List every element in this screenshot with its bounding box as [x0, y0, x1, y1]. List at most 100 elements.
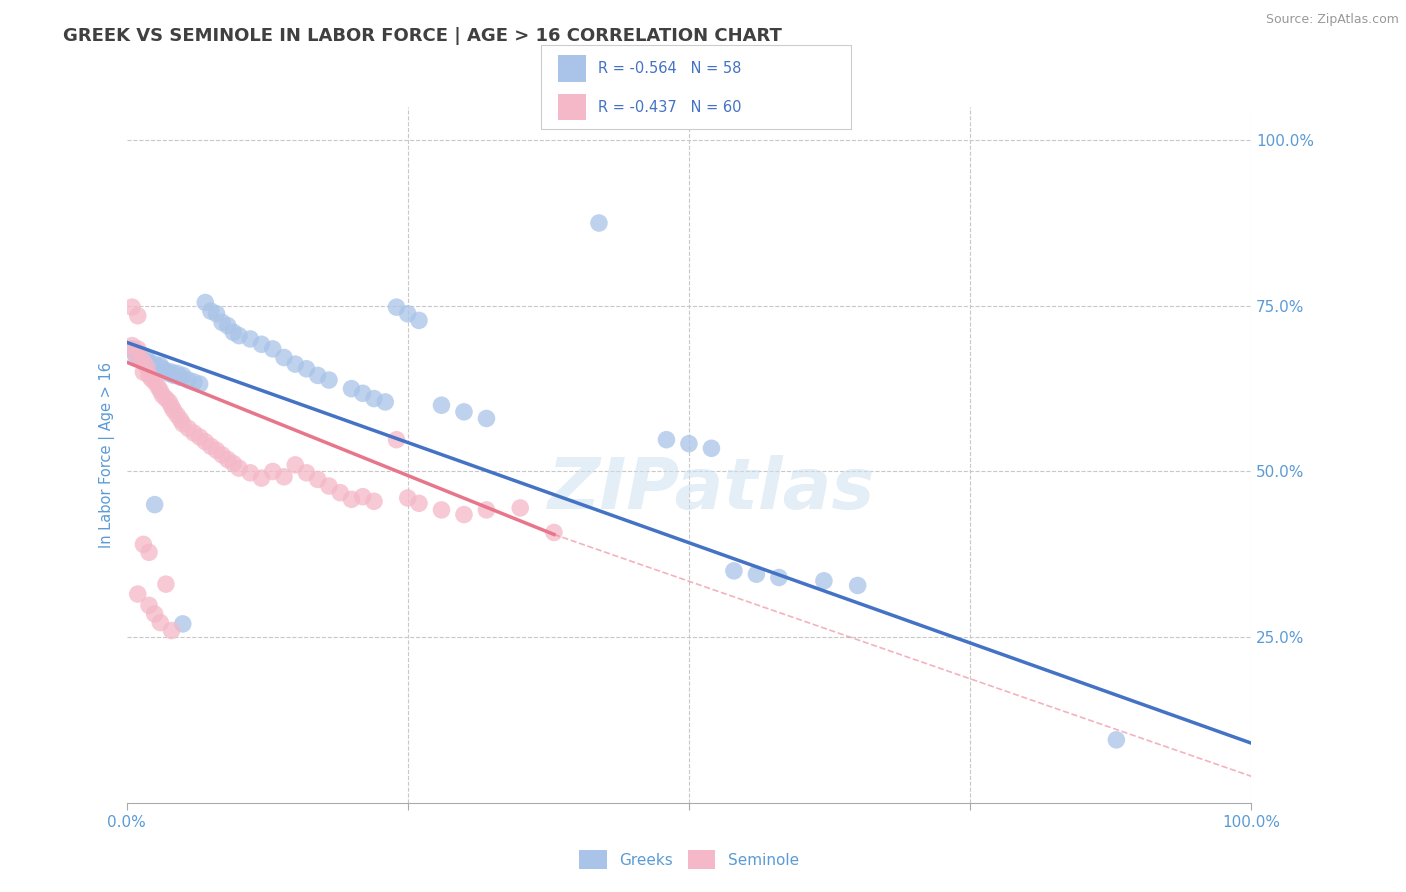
Point	[160, 400, 183, 414]
Point	[166, 408, 188, 422]
Point	[273, 351, 295, 365]
Point	[200, 304, 222, 318]
Point	[129, 351, 152, 365]
Point	[363, 494, 385, 508]
Point	[475, 411, 498, 425]
Point	[183, 375, 205, 389]
Text: ZIPatlas: ZIPatlas	[548, 455, 875, 524]
Point	[177, 373, 200, 387]
Point	[307, 472, 329, 486]
Point	[135, 359, 157, 374]
Text: R = -0.437   N = 60: R = -0.437 N = 60	[598, 100, 741, 114]
Point	[132, 365, 155, 379]
Point	[340, 382, 363, 396]
Point	[408, 496, 430, 510]
Point	[135, 351, 157, 366]
Point	[160, 365, 183, 379]
Point	[385, 300, 408, 314]
Text: GREEK VS SEMINOLE IN LABOR FORCE | AGE > 16 CORRELATION CHART: GREEK VS SEMINOLE IN LABOR FORCE | AGE >…	[63, 27, 782, 45]
Point	[374, 395, 396, 409]
Point	[655, 433, 678, 447]
Point	[169, 413, 191, 427]
Point	[222, 326, 245, 340]
Point	[129, 351, 152, 365]
Point	[284, 357, 307, 371]
Point	[127, 587, 149, 601]
Point	[194, 295, 217, 310]
Point	[250, 471, 273, 485]
Point	[205, 307, 228, 321]
Point	[239, 332, 262, 346]
Point	[160, 624, 183, 638]
Y-axis label: In Labor Force | Age > 16: In Labor Force | Age > 16	[100, 362, 115, 548]
Point	[239, 466, 262, 480]
Point	[152, 361, 174, 376]
Point	[138, 368, 160, 383]
Point	[329, 485, 352, 500]
Point	[318, 479, 340, 493]
Point	[172, 368, 194, 383]
Point	[723, 564, 745, 578]
Point	[188, 377, 211, 392]
Point	[588, 216, 610, 230]
Point	[318, 373, 340, 387]
Point	[138, 355, 160, 369]
Point	[222, 457, 245, 471]
Point	[453, 405, 475, 419]
Point	[340, 492, 363, 507]
Point	[155, 364, 177, 378]
Text: Source: ZipAtlas.com: Source: ZipAtlas.com	[1265, 13, 1399, 27]
Point	[138, 599, 160, 613]
Point	[132, 537, 155, 551]
Point	[211, 315, 233, 329]
Point	[284, 458, 307, 472]
Point	[262, 465, 284, 479]
Point	[768, 570, 790, 584]
Point	[408, 313, 430, 327]
Point	[149, 384, 172, 398]
Point	[163, 368, 186, 383]
Point	[143, 357, 166, 371]
Point	[205, 443, 228, 458]
Text: R = -0.564   N = 58: R = -0.564 N = 58	[598, 62, 741, 76]
Point	[194, 434, 217, 449]
Point	[352, 490, 374, 504]
Point	[124, 346, 146, 360]
Point	[509, 500, 531, 515]
Point	[132, 353, 155, 368]
Point	[430, 398, 453, 412]
Point	[273, 470, 295, 484]
Point	[678, 436, 700, 450]
Point	[211, 448, 233, 462]
Point	[430, 503, 453, 517]
Point	[396, 307, 419, 321]
Point	[217, 452, 239, 467]
Point	[146, 379, 169, 393]
Point	[124, 349, 146, 363]
Point	[262, 342, 284, 356]
Point	[183, 425, 205, 440]
Point	[152, 388, 174, 402]
Point	[453, 508, 475, 522]
Point	[143, 498, 166, 512]
Point	[543, 525, 565, 540]
Point	[295, 361, 318, 376]
Point	[385, 433, 408, 447]
Point	[149, 359, 172, 373]
Point	[127, 345, 149, 359]
Point	[146, 359, 169, 374]
Point	[1105, 732, 1128, 747]
Point	[352, 386, 374, 401]
Point	[143, 607, 166, 621]
Point	[155, 577, 177, 591]
Point	[141, 359, 163, 373]
Legend: Greeks, Seminole: Greeks, Seminole	[574, 845, 804, 875]
Point	[745, 567, 768, 582]
Point	[172, 616, 194, 631]
Point	[166, 367, 188, 381]
Point	[700, 442, 723, 456]
Point	[177, 421, 200, 435]
Point	[127, 309, 149, 323]
Point	[363, 392, 385, 406]
Point	[127, 342, 149, 356]
